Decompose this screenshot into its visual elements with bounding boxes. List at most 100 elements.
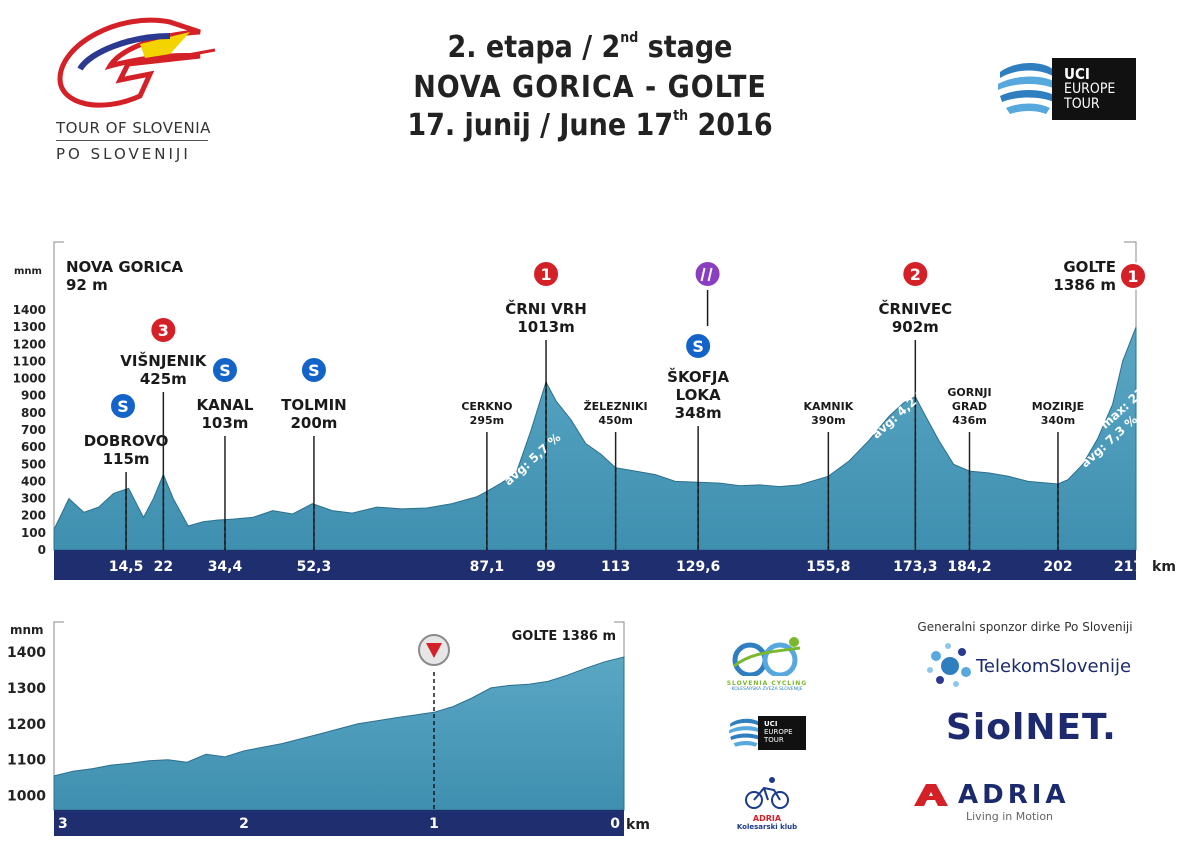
point-name: ČRNI VRH bbox=[505, 299, 587, 318]
adria-text: ADRIA bbox=[958, 780, 1070, 810]
y-tick-label: 600 bbox=[21, 440, 46, 454]
point-name: NOVA GORICA bbox=[66, 258, 184, 276]
kom-category-label: 1 bbox=[1127, 267, 1138, 286]
adria-emblem-icon bbox=[914, 784, 948, 806]
km-tick-label: 217,7 bbox=[1114, 559, 1158, 575]
cycling-line1: SLOVENIA CYCLING bbox=[726, 680, 808, 687]
profile-fill bbox=[53, 326, 1137, 551]
detail-profile-fill bbox=[53, 656, 625, 811]
detail-marks: GOLTE 1386 m bbox=[418, 629, 616, 810]
feed-zone-icon bbox=[693, 260, 722, 288]
x-axis-unit: km bbox=[1152, 559, 1176, 575]
y-axis-label: mnm bbox=[14, 266, 42, 277]
kom-icon bbox=[532, 260, 561, 288]
y-tick-label: 1300 bbox=[13, 320, 46, 334]
point-name: VIŠNJENIK bbox=[120, 351, 208, 370]
kom-icon bbox=[1119, 262, 1147, 290]
km-tick-label: 129,6 bbox=[676, 559, 720, 575]
y-axis: mnm 0 100 200 300 400 500 600 700 800 900 1000 1100 1… bbox=[13, 266, 46, 557]
uci-europe-tour-logo-small: UCI EUROPE TOUR bbox=[728, 716, 806, 750]
detail-km-tick-label: 0 bbox=[610, 816, 620, 832]
tour-subname: PO SLOVENIJI bbox=[56, 145, 191, 163]
km-tick-label: 14,5 bbox=[109, 559, 144, 575]
cyclist-icon bbox=[745, 777, 789, 809]
sprint-icon bbox=[299, 356, 328, 384]
telekom-slovenije-logo: TelekomSlovenije bbox=[926, 642, 1131, 692]
uci-line2: EUROPE bbox=[1064, 81, 1116, 97]
detail-profile-area bbox=[53, 656, 625, 811]
point-name: GOLTE bbox=[1063, 258, 1116, 276]
point-altitude: 115m bbox=[103, 450, 150, 468]
point-altitude: 200m bbox=[290, 414, 337, 432]
adria-mobil-logo: ADRIA Living in Motion bbox=[912, 780, 1132, 826]
y-tick-label: 100 bbox=[21, 526, 46, 540]
detail-km-band: 3 2 1 0 km bbox=[54, 810, 650, 836]
detail-km-tick-label: 3 bbox=[58, 816, 68, 832]
km-tick-label: 173,3 bbox=[893, 559, 937, 575]
point-altitude: 1386 m bbox=[1053, 276, 1116, 294]
kom-category-label: 1 bbox=[540, 265, 551, 284]
kom-category-label: 3 bbox=[158, 321, 169, 340]
y-tick-label: 1400 bbox=[13, 303, 46, 317]
km-tick-label: 87,1 bbox=[470, 559, 505, 575]
point-altitude: 436m bbox=[952, 414, 986, 427]
frame-left bbox=[53, 241, 64, 550]
finish-detail-chart: mnm 1000 1100 1200 1300 1400 3 2 1 0 km GOLTE 138… bbox=[7, 621, 650, 836]
point-name: DOBROVO bbox=[84, 432, 169, 450]
detail-y-tick-label: 1100 bbox=[7, 753, 46, 769]
km-tick-label: 99 bbox=[536, 559, 555, 575]
km-tick-label: 22 bbox=[154, 559, 173, 575]
sprint-icon bbox=[684, 332, 713, 360]
y-tick-label: 1000 bbox=[13, 372, 46, 386]
uci-small-line1: UCI bbox=[764, 720, 778, 728]
slovenia-cycling-logo: SLOVENIA CYCLING KOLESARSKA ZVEZA SLOVEN… bbox=[722, 636, 812, 694]
uci-globe-icon bbox=[998, 63, 1058, 114]
uci-globe-small-icon bbox=[729, 718, 762, 747]
sprint-icon bbox=[109, 392, 137, 420]
detail-y-axis: mnm 1000 1100 1200 1300 1400 bbox=[7, 623, 46, 805]
telekom-text: TelekomSlovenije bbox=[976, 656, 1132, 677]
detail-km-tick-label: 2 bbox=[239, 816, 249, 832]
km-tick-label: 155,8 bbox=[806, 559, 850, 575]
point-name-line2: GRAD bbox=[952, 400, 987, 413]
stage-profile-chart: mnm 0 100 200 300 400 500 600 700 800 900 1000 1100 1… bbox=[13, 241, 1176, 580]
sponsor-heading: Generalni sponzor dirke Po Sloveniji bbox=[917, 620, 1133, 634]
uci-line3: TOUR bbox=[1064, 96, 1100, 112]
tour-of-slovenia-logo: TOUR OF SLOVENIA PO SLOVENIJI bbox=[50, 14, 220, 164]
uci-europe-tour-logo: UCI EUROPE TOUR bbox=[996, 58, 1136, 120]
y-tick-label: 0 bbox=[38, 543, 46, 557]
stage-number: 2. etapa / 2nd stage bbox=[447, 30, 733, 65]
point-altitude: 1013m bbox=[517, 318, 574, 336]
cycling-wheels-icon bbox=[732, 637, 801, 678]
telekom-dots-icon bbox=[927, 643, 971, 687]
detail-y-tick-label: 1200 bbox=[7, 717, 46, 733]
feed-zone-glyph bbox=[707, 267, 713, 282]
feed-zone-glyph bbox=[700, 267, 706, 282]
uci-small-box: UCI EUROPE TOUR bbox=[758, 716, 806, 750]
point-name: ŽELEZNIKI bbox=[584, 400, 648, 413]
detail-y-tick-label: 1300 bbox=[7, 681, 46, 697]
km-tick-label: 52,3 bbox=[297, 559, 332, 575]
point-name: ŠKOFJA bbox=[667, 367, 729, 386]
km-band: 14,5 22 34,4 52,3 87,1 99 113 129,6 155,8 173,3 18… bbox=[54, 550, 1176, 580]
point-altitude: 425m bbox=[140, 370, 187, 388]
stage-route: NOVA GORICA - GOLTE bbox=[413, 70, 767, 105]
y-tick-label: 500 bbox=[21, 457, 46, 471]
sprint-icon-glyph: S bbox=[219, 361, 231, 380]
detail-x-axis-unit: km bbox=[626, 817, 650, 833]
y-tick-label: 200 bbox=[21, 509, 46, 523]
adria-tagline: Living in Motion bbox=[966, 810, 1054, 823]
y-tick-label: 400 bbox=[21, 474, 46, 488]
km-tick-label: 184,2 bbox=[947, 559, 991, 575]
y-tick-label: 1100 bbox=[13, 354, 46, 368]
point-name: KANAL bbox=[196, 396, 253, 414]
point-altitude: 450m bbox=[598, 414, 632, 427]
point-altitude: 92 m bbox=[66, 276, 108, 294]
point-name: MOZIRJE bbox=[1032, 400, 1084, 413]
y-tick-label: 900 bbox=[21, 389, 46, 403]
km-tick-label: 202 bbox=[1043, 559, 1072, 575]
point-name: GORNJI bbox=[947, 386, 991, 399]
detail-y-tick-label: 1400 bbox=[7, 645, 46, 661]
last-km-triangle-icon bbox=[426, 643, 442, 658]
detail-y-axis-label: mnm bbox=[10, 623, 44, 637]
